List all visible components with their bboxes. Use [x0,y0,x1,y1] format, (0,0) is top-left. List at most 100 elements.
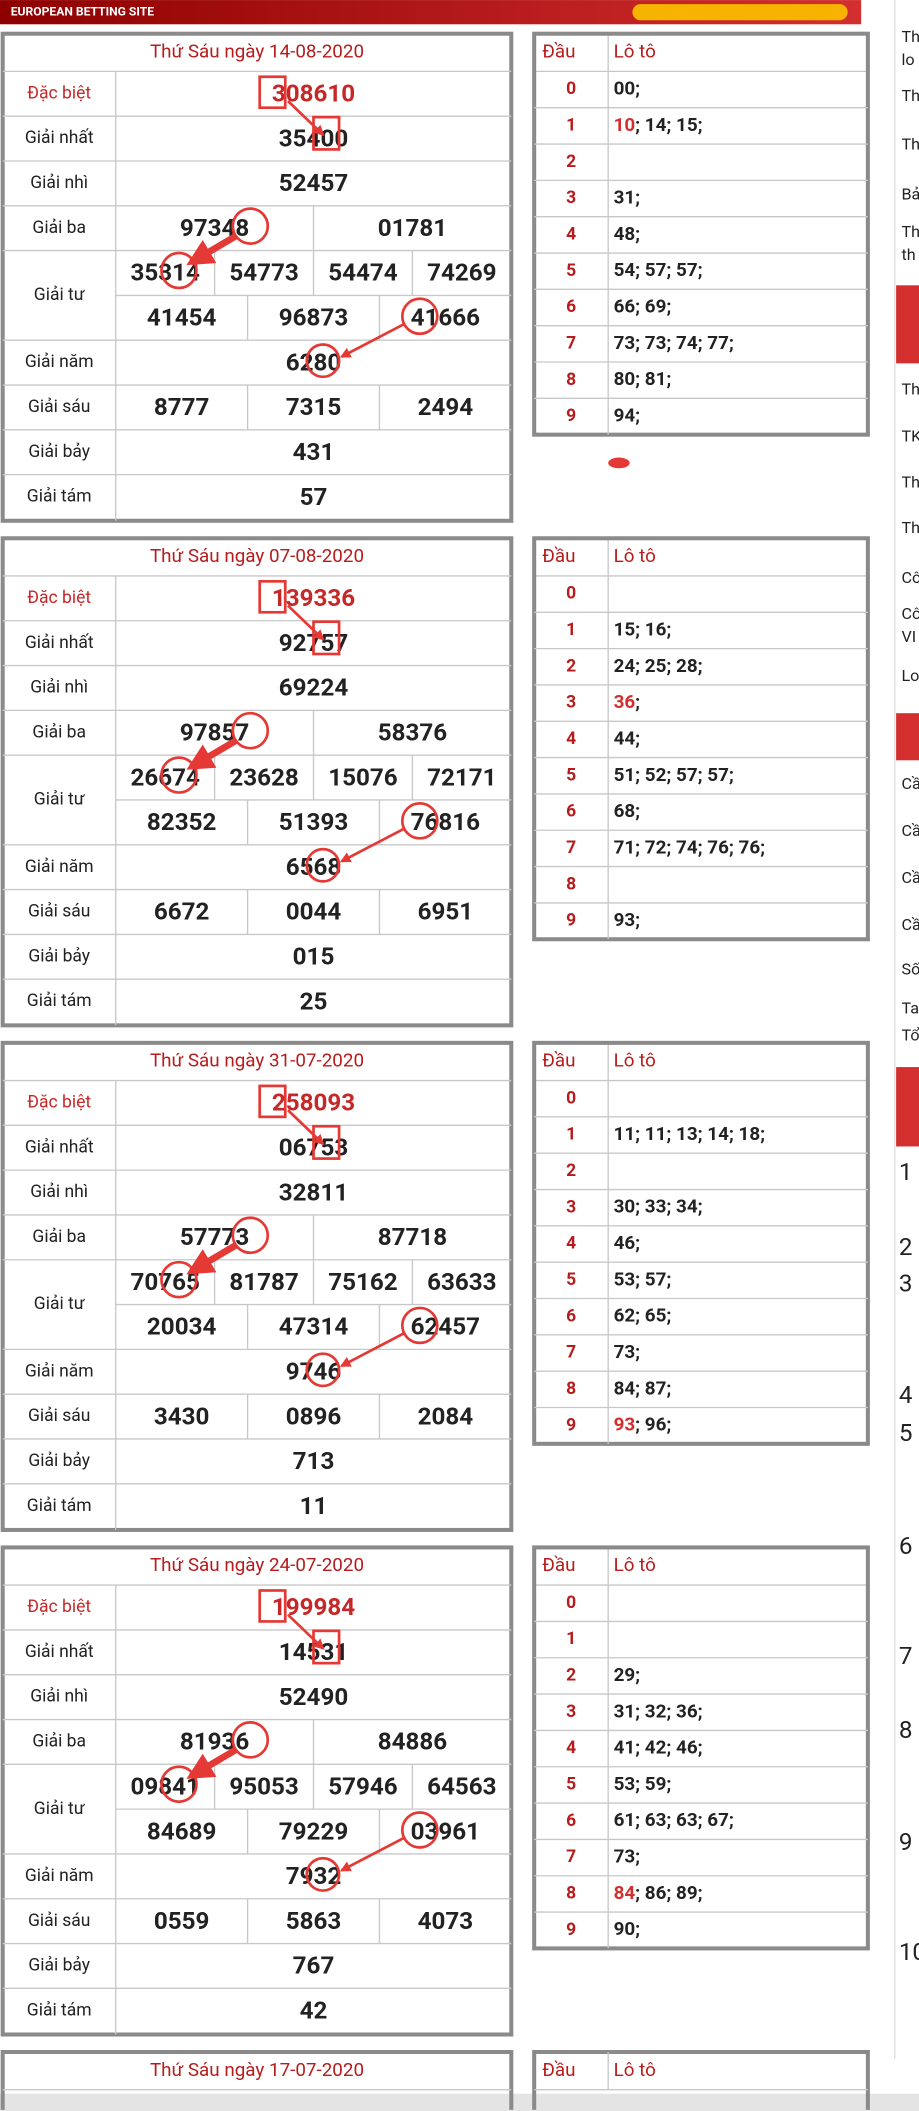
prize-label: Đặc biệt [27,1093,91,1113]
loto-head: 0 [566,79,576,99]
prize-number: 0896 [286,1402,342,1430]
loto-numbers: 94; [614,404,641,426]
prize-label: Giải nhất [25,1136,94,1157]
loto-head: 1 [566,1629,576,1649]
loto-numbers: 44; [614,727,641,749]
annotation-circle [400,1811,439,1849]
sidebar-item[interactable]: Lo [902,666,919,685]
sidebar-item: 9 [899,1828,913,1856]
annotation-circle [400,802,439,840]
prize-label: Giải tư [34,285,86,305]
loto-item: 29; [614,1664,641,1686]
sidebar-item[interactable]: Th [902,135,919,154]
prize-label: Giải sáu [28,397,90,417]
annotation-circle [305,847,341,883]
prize-number: 51393 [279,808,348,836]
prize-number: 72171 [427,763,496,791]
annotation-circle [400,297,439,336]
sidebar-item[interactable]: th [902,245,916,264]
loto-item: 71; 72; 74; 76; 76; [614,836,766,858]
sidebar-item[interactable]: Th [902,472,919,491]
loto-head: 4 [566,1234,576,1254]
annotation-circle [305,1352,341,1388]
sidebar-item[interactable]: Th [902,27,919,46]
loto-head: 5 [566,765,576,785]
prize-number: 41666 [411,304,481,332]
sidebar-item[interactable]: VI [902,627,917,646]
loto-item: 90; [614,1918,641,1940]
sidebar-item[interactable]: Th [902,222,919,241]
prize-number: 767 [293,1952,335,1980]
loto-head: 2 [566,152,576,172]
sidebar-item[interactable]: Th [902,86,919,105]
prize-number: 54474 [328,259,398,287]
sidebar-item[interactable]: Ta [902,998,919,1017]
prize-number: 5863 [286,1907,342,1935]
loto-numbers: 84; 87; [614,1377,672,1399]
prize-number: 20034 [147,1313,217,1341]
loto-item: 53; 57; [614,1268,672,1290]
sidebar-item[interactable]: Bả [902,184,919,203]
annotation-box [258,579,287,614]
loto-numbers: 29; [614,1664,641,1686]
loto-numbers: 31; [614,186,641,208]
prize-label: Giải nhì [30,1182,88,1202]
sidebar-item: 6 [899,1532,913,1560]
prize-label: Giải tám [27,2000,92,2020]
annotation-arrow [287,604,325,641]
loto-head: 8 [566,1884,576,1904]
loto-numbers: 73; [614,1341,641,1363]
annotation-circle [231,1216,270,1255]
prize-label: Giải sáu [28,902,90,922]
annotation-arrow [186,1746,239,1780]
sidebar-item[interactable]: Số [902,959,919,978]
loto-numbers: 61; 63; 63; 67; [614,1809,734,1831]
annotation-box [258,75,287,110]
sidebar-item[interactable]: lo [902,50,915,69]
loto-head: 4 [566,729,576,749]
sidebar-item[interactable]: Cầ [902,868,919,887]
sidebar-item[interactable]: Cầ [902,774,919,793]
sidebar-item[interactable]: Cầ [902,915,919,934]
loto-numbers: 93; [614,909,641,931]
sidebar-item[interactable]: Th [902,380,919,399]
annotation-circle [305,343,341,379]
prize-number: 69224 [279,674,349,702]
prize-number: 23628 [229,763,298,791]
prize-number: 015 [293,943,335,971]
loto-numbers: 30; 33; 34; [614,1196,703,1218]
loto-table [532,1040,870,1446]
loto-item: 30; 33; 34; [614,1196,703,1218]
prize-number: 81787 [229,1268,298,1296]
sidebar-item[interactable]: Cô [902,604,919,623]
annotation-arrow [186,1241,239,1275]
sidebar-item[interactable]: Cô [902,568,919,587]
prize-label: Giải nhất [25,127,94,148]
head-col-label: Đầu [542,2059,575,2081]
loto-col-label: Lô tô [614,2059,656,2081]
annotation-mark [608,457,630,469]
annotation-circle [231,207,270,245]
banner-button[interactable] [632,4,848,21]
sidebar-item[interactable]: Cầ [902,821,919,840]
prize-label: Giải nhất [25,1641,94,1662]
sidebar-item[interactable]: Th [902,518,919,537]
loto-numbers: 10; 14; 15; [614,114,703,136]
loto-numbers: 73; [614,1846,641,1868]
sidebar-item: 2 [899,1233,913,1261]
prize-number: 2084 [418,1402,474,1430]
prize-number: 84886 [378,1728,448,1756]
prize-number: 8777 [154,393,210,421]
loto-item: 73; 73; 74; 77; [614,332,734,354]
loto-head: 2 [566,656,576,676]
prize-label: Giải tư [34,1799,86,1819]
sidebar-item[interactable]: Tổ [902,1025,919,1044]
prize-label: Giải năm [25,857,94,877]
loto-numbers: 00; [614,78,641,100]
sidebar-item[interactable]: TK [902,427,919,446]
result-table [0,31,514,523]
loto-numbers: 90; [614,1918,641,1940]
sidebar-block [896,713,919,761]
